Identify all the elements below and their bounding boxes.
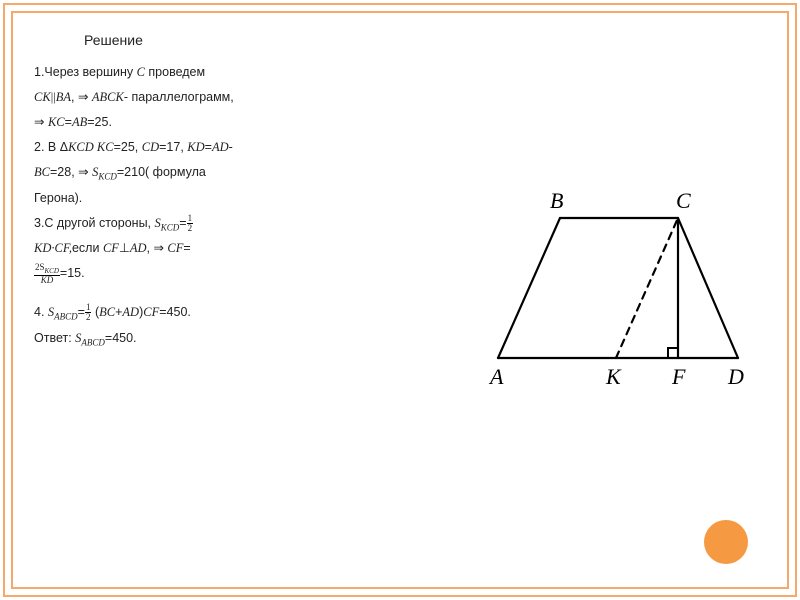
t: CF xyxy=(143,305,159,319)
svg-text:C: C xyxy=(676,188,691,213)
t: KD xyxy=(34,276,60,285)
svg-text:F: F xyxy=(671,364,686,389)
t: KCD KC xyxy=(68,140,114,154)
t: AD xyxy=(212,140,229,154)
t: CK xyxy=(34,90,51,104)
t: KCD xyxy=(98,172,117,182)
t: ABCD xyxy=(81,337,105,347)
t: если xyxy=(72,241,103,255)
t: = xyxy=(183,241,190,255)
t: =15. xyxy=(60,266,85,280)
implies-icon xyxy=(153,241,163,255)
t: =25. xyxy=(87,115,112,129)
implies-icon xyxy=(78,165,88,179)
step4-line: 4. SABCD=12 (BC+AD)CF=450. xyxy=(34,300,344,326)
t: C xyxy=(137,65,145,79)
t: BA xyxy=(56,90,71,104)
t: =25, xyxy=(114,140,142,154)
t: 4. xyxy=(34,305,48,319)
step3-line3: 2SKCDKD=15. xyxy=(34,261,344,286)
svg-text:K: K xyxy=(605,364,622,389)
t: ABCK xyxy=(92,90,124,104)
t: AD xyxy=(122,305,139,319)
trapezoid-diagram: A B C D K F xyxy=(488,178,748,408)
fraction-2s-kd-icon: 2SKCDKD xyxy=(34,263,60,285)
implies-icon xyxy=(78,90,88,104)
t: - xyxy=(229,140,233,154)
t: KCD xyxy=(45,267,59,275)
step3-line1: 3.C другой стороны, SKCD=12 xyxy=(34,211,344,237)
t: , xyxy=(71,90,78,104)
t: =210( формула xyxy=(117,165,206,179)
t: CD xyxy=(142,140,159,154)
t: = xyxy=(78,305,85,319)
t: ABCD xyxy=(54,312,78,322)
t: = xyxy=(179,216,186,230)
answer-line: Ответ: SABCD=450. xyxy=(34,326,344,352)
step2-line3: Герона). xyxy=(34,186,344,211)
t: =28, xyxy=(50,165,78,179)
svg-text:A: A xyxy=(488,364,504,389)
step1-line3: KC=AB=25. xyxy=(34,110,344,135)
t: CF xyxy=(167,241,183,255)
svg-text:D: D xyxy=(727,364,744,389)
step1-line1: 1.Через вершину C проведем xyxy=(34,60,344,85)
fraction-one-half-icon: 12 xyxy=(187,214,194,233)
t: 2S xyxy=(35,262,45,272)
step1-line2: CK||BA, ABCK- параллелограмм, xyxy=(34,85,344,110)
t: = xyxy=(65,115,72,129)
solution-text: 1.Через вершину C проведем CK||BA, ABCK-… xyxy=(34,60,344,351)
step2-line2: BC=28, SKCD=210( формула xyxy=(34,160,344,186)
t: ( xyxy=(91,305,99,319)
t: 3.C другой стороны, xyxy=(34,216,155,230)
t: KD xyxy=(187,140,204,154)
t: =17, xyxy=(159,140,187,154)
decorative-dot-icon xyxy=(704,520,748,564)
t: AD xyxy=(130,241,147,255)
t: 1.Через вершину xyxy=(34,65,137,79)
t: = xyxy=(205,140,212,154)
implies-icon xyxy=(34,115,44,129)
t: CF xyxy=(103,241,119,255)
step2-line1: 2. В ΔKCD KC=25, CD=17, KD=AD- xyxy=(34,135,344,160)
slide-content: Решение 1.Через вершину C проведем CK||B… xyxy=(34,28,766,572)
t: KC xyxy=(48,115,65,129)
t: KCD xyxy=(161,222,180,232)
t: =450. xyxy=(159,305,191,319)
t: BC xyxy=(34,165,50,179)
t: ⊥ xyxy=(119,241,130,255)
t: =450. xyxy=(105,331,137,345)
t: проведем xyxy=(145,65,205,79)
t: - параллелограмм, xyxy=(124,90,234,104)
t: KD·CF, xyxy=(34,241,72,255)
t: AB xyxy=(72,115,87,129)
heading: Решение xyxy=(84,32,766,48)
svg-text:B: B xyxy=(550,188,563,213)
t: 2. В Δ xyxy=(34,140,68,154)
t: Ответ: xyxy=(34,331,75,345)
t: BC xyxy=(99,305,115,319)
t: 2 xyxy=(187,224,194,233)
step3-line2: KD·CF,если CF⊥AD, CF= xyxy=(34,236,344,261)
